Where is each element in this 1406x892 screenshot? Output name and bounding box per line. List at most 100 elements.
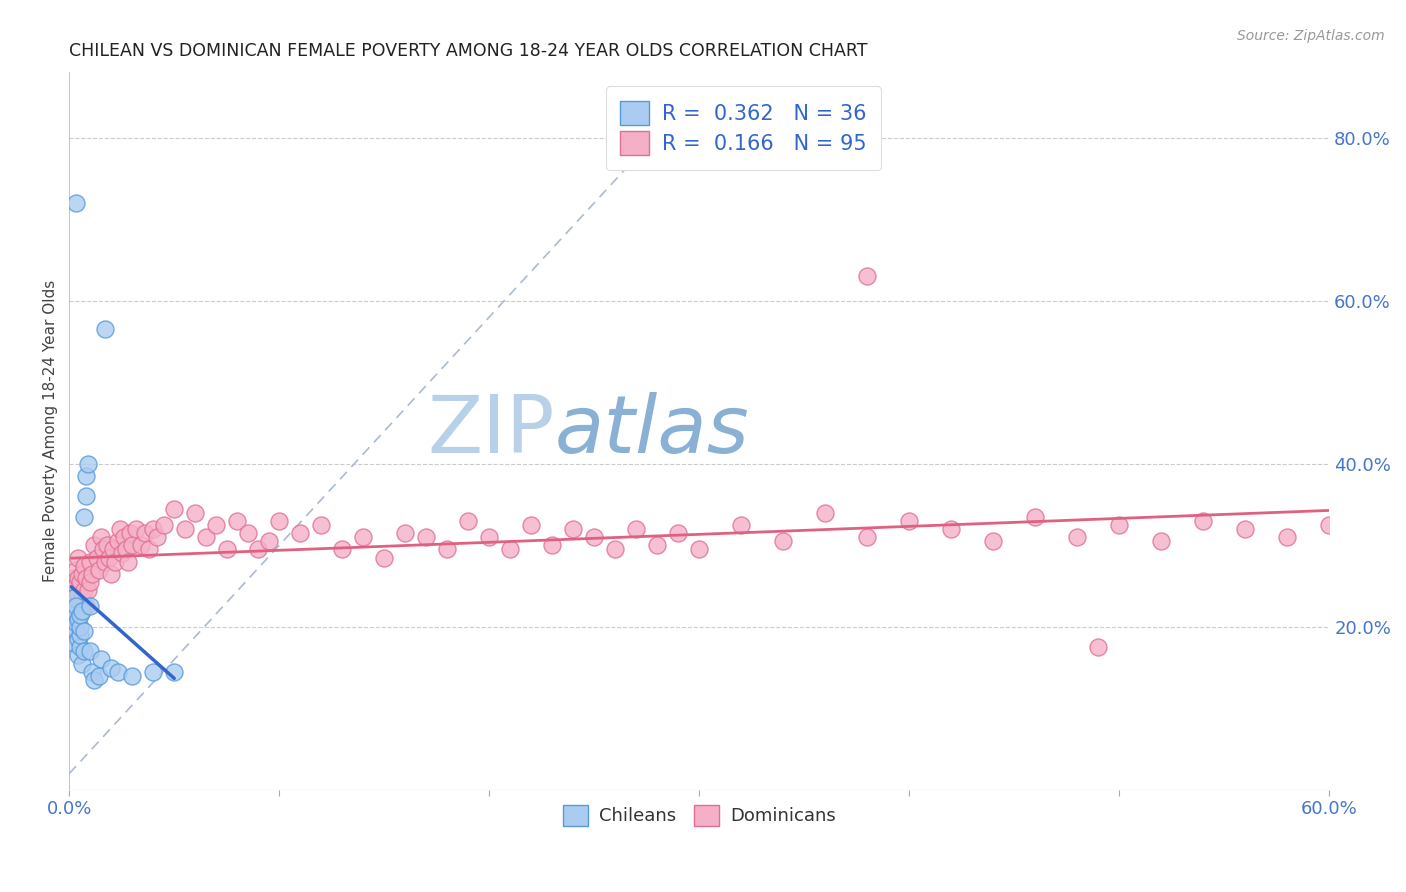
- Point: [69, 640, 91, 655]
- Point: [82, 566, 104, 581]
- Point: [103, 542, 125, 557]
- Point: [146, 530, 169, 544]
- Point: [65, 563, 87, 577]
- Point: [605, 542, 627, 557]
- Text: Source: ZipAtlas.com: Source: ZipAtlas.com: [1237, 29, 1385, 43]
- Point: [205, 517, 228, 532]
- Point: [62, 636, 84, 650]
- Point: [79, 555, 101, 569]
- Point: [626, 522, 648, 536]
- Point: [100, 566, 122, 581]
- Point: [290, 526, 312, 541]
- Point: [1150, 534, 1173, 549]
- Point: [69, 574, 91, 589]
- Point: [772, 534, 794, 549]
- Point: [98, 550, 121, 565]
- Point: [90, 530, 112, 544]
- Point: [394, 526, 416, 541]
- Point: [62, 603, 84, 617]
- Point: [70, 566, 93, 581]
- Point: [1108, 517, 1130, 532]
- Point: [194, 530, 217, 544]
- Point: [108, 522, 131, 536]
- Point: [75, 469, 97, 483]
- Point: [104, 555, 127, 569]
- Point: [112, 530, 135, 544]
- Point: [163, 665, 186, 679]
- Point: [184, 506, 207, 520]
- Point: [62, 612, 84, 626]
- Point: [94, 322, 117, 336]
- Point: [121, 538, 143, 552]
- Point: [215, 542, 238, 557]
- Point: [73, 509, 96, 524]
- Point: [73, 624, 96, 638]
- Point: [87, 563, 110, 577]
- Point: [100, 660, 122, 674]
- Point: [70, 657, 93, 671]
- Point: [1277, 530, 1299, 544]
- Point: [65, 599, 87, 614]
- Point: [120, 526, 142, 541]
- Point: [62, 591, 84, 606]
- Point: [163, 501, 186, 516]
- Point: [941, 522, 963, 536]
- Y-axis label: Female Poverty Among 18-24 Year Olds: Female Poverty Among 18-24 Year Olds: [44, 280, 58, 582]
- Point: [520, 517, 543, 532]
- Point: [90, 652, 112, 666]
- Point: [117, 555, 139, 569]
- Point: [75, 571, 97, 585]
- Point: [65, 195, 87, 210]
- Point: [226, 514, 249, 528]
- Point: [79, 644, 101, 658]
- Point: [856, 269, 879, 284]
- Point: [60, 595, 83, 609]
- Point: [129, 538, 152, 552]
- Point: [107, 665, 129, 679]
- Point: [107, 534, 129, 549]
- Point: [60, 607, 83, 622]
- Point: [77, 583, 100, 598]
- Point: [60, 587, 83, 601]
- Point: [856, 530, 879, 544]
- Point: [75, 489, 97, 503]
- Point: [79, 574, 101, 589]
- Point: [86, 550, 108, 565]
- Point: [688, 542, 710, 557]
- Point: [66, 550, 89, 565]
- Point: [541, 538, 564, 552]
- Point: [478, 530, 501, 544]
- Point: [1317, 517, 1340, 532]
- Point: [666, 526, 689, 541]
- Point: [1024, 509, 1046, 524]
- Point: [125, 522, 148, 536]
- Point: [436, 542, 458, 557]
- Point: [115, 542, 138, 557]
- Point: [79, 599, 101, 614]
- Point: [66, 612, 89, 626]
- Point: [352, 530, 374, 544]
- Point: [247, 542, 270, 557]
- Point: [70, 603, 93, 617]
- Point: [309, 517, 332, 532]
- Point: [583, 530, 606, 544]
- Point: [981, 534, 1004, 549]
- Point: [142, 665, 165, 679]
- Point: [457, 514, 479, 528]
- Text: CHILEAN VS DOMINICAN FEMALE POVERTY AMONG 18-24 YEAR OLDS CORRELATION CHART: CHILEAN VS DOMINICAN FEMALE POVERTY AMON…: [69, 42, 868, 60]
- Point: [65, 624, 87, 638]
- Point: [562, 522, 585, 536]
- Point: [1192, 514, 1215, 528]
- Point: [898, 514, 921, 528]
- Point: [730, 517, 752, 532]
- Point: [66, 571, 89, 585]
- Point: [69, 603, 91, 617]
- Point: [1066, 530, 1088, 544]
- Point: [69, 628, 91, 642]
- Point: [65, 615, 87, 630]
- Point: [415, 530, 437, 544]
- Point: [83, 538, 105, 552]
- Text: atlas: atlas: [554, 392, 749, 470]
- Point: [69, 607, 91, 622]
- Point: [1087, 640, 1109, 655]
